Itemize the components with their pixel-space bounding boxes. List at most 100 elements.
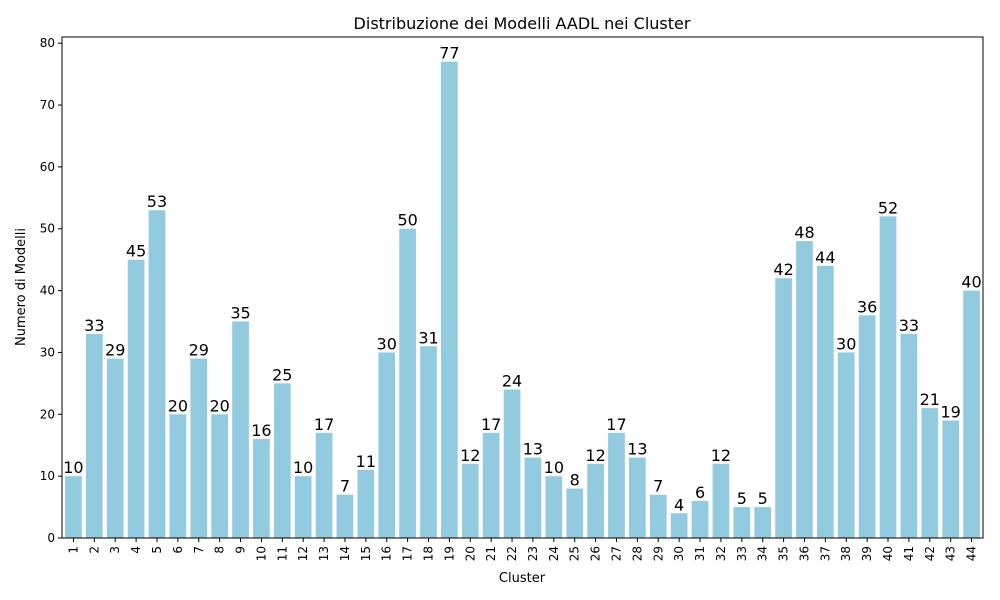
bar-cluster-40 bbox=[879, 216, 897, 539]
bar-cluster-36 bbox=[796, 241, 813, 538]
x-tick-label: 34 bbox=[756, 546, 770, 561]
x-tick-label: 17 bbox=[401, 546, 415, 561]
x-tick-label: 39 bbox=[860, 546, 874, 561]
y-tick-label: 50 bbox=[40, 222, 55, 236]
x-tick-label: 26 bbox=[589, 546, 603, 561]
bar-cluster-12 bbox=[294, 476, 312, 538]
bar-cluster-28 bbox=[629, 457, 646, 538]
bar-cluster-23 bbox=[524, 457, 542, 538]
x-tick-label: 7 bbox=[192, 546, 206, 554]
data-label-cluster-28: 13 bbox=[627, 440, 647, 459]
bar-cluster-7 bbox=[190, 358, 208, 538]
data-label-cluster-6: 20 bbox=[168, 396, 188, 415]
x-tick-label: 32 bbox=[714, 546, 728, 561]
x-tick-label: 22 bbox=[505, 546, 519, 561]
data-label-cluster-33: 5 bbox=[737, 489, 747, 508]
x-tick-label: 25 bbox=[568, 546, 582, 561]
data-label-cluster-18: 31 bbox=[418, 328, 438, 347]
data-label-cluster-21: 17 bbox=[481, 415, 501, 434]
bar-cluster-44 bbox=[963, 290, 980, 538]
data-label-cluster-32: 12 bbox=[711, 446, 731, 465]
x-axis-ticks: 1 2 3 4 5 6 7 8 9 10 11 12 13 14 15 16 17 18 19 20 21 22 23 24 2… bbox=[66, 538, 979, 561]
x-tick-label: 28 bbox=[630, 546, 644, 561]
bar-cluster-35 bbox=[775, 278, 792, 538]
bar-cluster-8 bbox=[211, 414, 229, 538]
y-tick-label: 70 bbox=[40, 98, 55, 112]
bar-cluster-4 bbox=[127, 259, 145, 538]
x-tick-label: 24 bbox=[547, 546, 561, 561]
x-tick-label: 23 bbox=[526, 546, 540, 561]
bar-cluster-5 bbox=[148, 210, 166, 538]
bar-cluster-21 bbox=[482, 432, 500, 538]
y-tick-label: 20 bbox=[40, 407, 55, 421]
y-tick-label: 30 bbox=[40, 345, 55, 359]
x-tick-label: 29 bbox=[651, 546, 665, 561]
x-tick-label: 6 bbox=[171, 546, 185, 554]
x-tick-label: 38 bbox=[839, 546, 853, 561]
x-tick-label: 20 bbox=[463, 546, 477, 561]
x-tick-label: 15 bbox=[359, 546, 373, 561]
data-label-cluster-5: 53 bbox=[147, 192, 167, 211]
data-label-cluster-25: 8 bbox=[570, 471, 580, 490]
data-label-cluster-22: 24 bbox=[502, 372, 522, 391]
chart-title: Distribuzione dei Modelli AADL nei Clust… bbox=[354, 14, 691, 33]
x-tick-label: 4 bbox=[129, 546, 143, 554]
x-tick-label: 42 bbox=[923, 546, 937, 561]
data-label-cluster-31: 6 bbox=[695, 483, 705, 502]
data-label-cluster-39: 36 bbox=[857, 297, 877, 316]
x-tick-label: 40 bbox=[881, 546, 895, 561]
data-label-cluster-43: 19 bbox=[940, 402, 960, 421]
x-tick-label: 19 bbox=[442, 546, 456, 561]
bars-group bbox=[65, 61, 980, 539]
x-tick-label: 33 bbox=[735, 546, 749, 561]
x-tick-label: 18 bbox=[422, 546, 436, 561]
bar-cluster-24 bbox=[545, 476, 563, 538]
data-label-cluster-42: 21 bbox=[920, 390, 940, 409]
bar-cluster-30 bbox=[670, 513, 688, 538]
data-label-cluster-15: 11 bbox=[356, 452, 376, 471]
y-tick-label: 80 bbox=[40, 36, 55, 50]
bar-cluster-39 bbox=[858, 315, 876, 538]
x-tick-label: 9 bbox=[234, 546, 248, 554]
data-label-cluster-10: 16 bbox=[251, 421, 271, 440]
bar-cluster-38 bbox=[837, 352, 855, 538]
data-label-cluster-23: 13 bbox=[523, 440, 543, 459]
x-tick-label: 13 bbox=[317, 546, 331, 561]
bar-cluster-25 bbox=[566, 488, 584, 538]
x-tick-label: 37 bbox=[818, 546, 832, 561]
y-axis-label: Numero di Modelli bbox=[14, 228, 29, 346]
data-label-cluster-36: 48 bbox=[794, 223, 814, 242]
bar-cluster-18 bbox=[420, 346, 437, 538]
data-label-cluster-29: 7 bbox=[653, 477, 663, 496]
data-label-cluster-37: 44 bbox=[815, 248, 835, 267]
x-tick-label: 35 bbox=[777, 546, 791, 561]
data-labels-group: 1033294553202920351625101771130503177121… bbox=[63, 44, 981, 515]
x-tick-label: 10 bbox=[254, 546, 268, 561]
x-tick-label: 2 bbox=[87, 546, 101, 554]
x-tick-label: 21 bbox=[484, 546, 498, 561]
plot-frame bbox=[61, 36, 984, 539]
bar-cluster-33 bbox=[733, 507, 751, 538]
x-tick-label: 41 bbox=[902, 546, 916, 561]
bar-cluster-41 bbox=[900, 333, 918, 538]
x-tick-label: 11 bbox=[275, 546, 289, 561]
bar-cluster-6 bbox=[169, 414, 187, 538]
x-tick-label: 3 bbox=[108, 546, 122, 554]
data-label-cluster-38: 30 bbox=[836, 334, 856, 353]
data-label-cluster-4: 45 bbox=[126, 242, 146, 261]
data-label-cluster-2: 33 bbox=[84, 316, 104, 335]
bar-cluster-32 bbox=[712, 463, 730, 538]
x-tick-label: 16 bbox=[380, 546, 394, 561]
bar-cluster-10 bbox=[253, 439, 270, 538]
bar-cluster-15 bbox=[357, 469, 375, 538]
bar-cluster-3 bbox=[106, 358, 124, 538]
bar-cluster-34 bbox=[754, 507, 772, 538]
bar-cluster-29 bbox=[649, 494, 667, 538]
bar-cluster-2 bbox=[85, 333, 103, 538]
y-axis-ticks: 0 10 20 30 40 50 60 70 80 bbox=[40, 36, 62, 545]
data-label-cluster-17: 50 bbox=[397, 211, 417, 230]
x-tick-label: 43 bbox=[944, 546, 958, 561]
data-label-cluster-9: 35 bbox=[230, 304, 250, 323]
data-label-cluster-7: 29 bbox=[189, 341, 209, 360]
